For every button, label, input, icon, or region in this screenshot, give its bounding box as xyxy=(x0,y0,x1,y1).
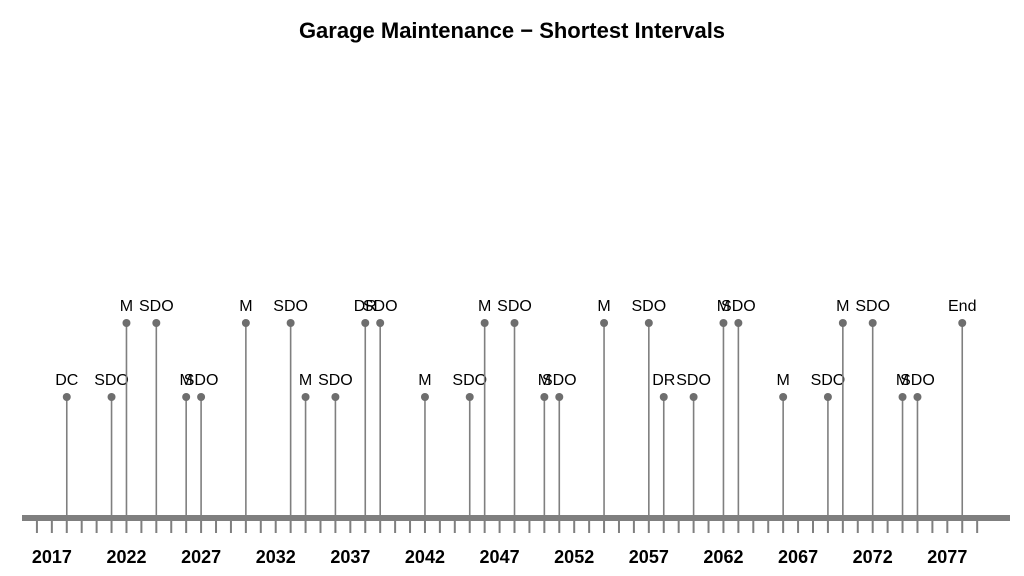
event-marker xyxy=(62,393,71,401)
event-label: DR xyxy=(354,298,377,315)
event-marker xyxy=(480,319,489,327)
event-label: M xyxy=(478,298,491,315)
event-label: SDO xyxy=(318,372,353,389)
event-marker xyxy=(465,393,474,401)
event-label: SDO xyxy=(273,298,308,315)
event-marker xyxy=(913,393,922,401)
event-marker xyxy=(376,319,385,327)
tick-label: 2047 xyxy=(480,547,520,567)
event-marker xyxy=(958,319,967,327)
event-marker xyxy=(241,319,250,327)
event-label: SDO xyxy=(542,372,577,389)
tick-label: 2067 xyxy=(778,547,818,567)
event-label: SDO xyxy=(855,298,890,315)
event-marker xyxy=(286,319,295,327)
event-label: M xyxy=(776,372,789,389)
ticks-layer xyxy=(35,521,979,533)
event-marker xyxy=(107,393,116,401)
tick-label: 2077 xyxy=(927,547,967,567)
event-marker xyxy=(510,319,519,327)
event-label: M xyxy=(239,298,252,315)
event-label: M xyxy=(418,372,431,389)
event-marker xyxy=(734,319,743,327)
event-marker xyxy=(122,319,131,327)
event-label: End xyxy=(948,298,976,315)
event-marker xyxy=(689,393,698,401)
event-marker xyxy=(719,319,728,327)
event-label: M xyxy=(538,372,551,389)
event-marker xyxy=(420,393,429,401)
event-marker xyxy=(182,393,191,401)
event-label: SDO xyxy=(721,298,756,315)
event-label: SDO xyxy=(94,372,129,389)
event-marker xyxy=(898,393,907,401)
tick-label: 2037 xyxy=(330,547,370,567)
tick-label: 2042 xyxy=(405,547,445,567)
tick-label: 2017 xyxy=(32,547,72,567)
event-label: M xyxy=(299,372,312,389)
event-label: SDO xyxy=(811,372,846,389)
event-marker xyxy=(197,393,206,401)
tick-label: 2052 xyxy=(554,547,594,567)
event-label: M xyxy=(180,372,193,389)
event-marker xyxy=(779,393,788,401)
tick-label: 2072 xyxy=(853,547,893,567)
event-label: SDO xyxy=(452,372,487,389)
event-marker xyxy=(540,393,549,401)
event-marker xyxy=(823,393,832,401)
event-label: SDO xyxy=(139,298,174,315)
tick-label: 2032 xyxy=(256,547,296,567)
event-marker xyxy=(600,319,609,327)
event-label: SDO xyxy=(900,372,935,389)
event-marker xyxy=(301,393,310,401)
event-label: SDO xyxy=(497,298,532,315)
event-marker xyxy=(659,393,668,401)
event-marker xyxy=(152,319,161,327)
event-label: DR xyxy=(652,372,675,389)
chart-title: Garage Maintenance − Shortest Intervals xyxy=(298,18,726,43)
event-marker xyxy=(331,393,340,401)
event-label: SDO xyxy=(184,372,219,389)
event-marker xyxy=(644,319,653,327)
event-label: M xyxy=(120,298,133,315)
tick-label: 2057 xyxy=(629,547,669,567)
event-label: DC xyxy=(55,372,78,389)
event-label: M xyxy=(717,298,730,315)
event-label: SDO xyxy=(676,372,711,389)
event-marker xyxy=(838,319,847,327)
event-label: M xyxy=(597,298,610,315)
event-label: M xyxy=(896,372,909,389)
event-label: SDO xyxy=(363,298,398,315)
event-marker xyxy=(555,393,564,401)
tick-label: 2022 xyxy=(106,547,146,567)
event-marker xyxy=(868,319,877,327)
event-label: M xyxy=(836,298,849,315)
tick-label: 2027 xyxy=(181,547,221,567)
event-marker xyxy=(361,319,370,327)
tick-labels-layer: 2017 2022 2027 2032 2037 2042 2047 2052 2057 2062… xyxy=(32,547,968,567)
tick-label: 2062 xyxy=(703,547,743,567)
event-label: SDO xyxy=(631,298,666,315)
